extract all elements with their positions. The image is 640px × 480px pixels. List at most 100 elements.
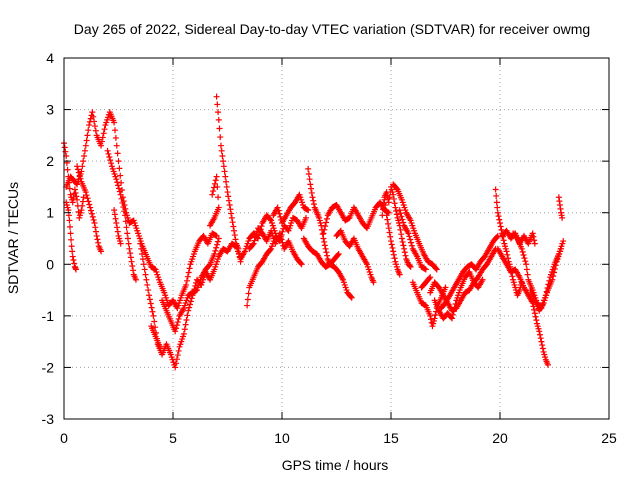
data-point — [432, 265, 439, 272]
data-point — [224, 189, 231, 196]
data-point — [125, 240, 132, 247]
data-point — [306, 176, 313, 183]
data-point — [64, 166, 71, 173]
data-point — [112, 134, 119, 141]
data-point — [213, 173, 220, 180]
data-point — [121, 208, 128, 215]
data-point — [69, 248, 76, 255]
data-point — [214, 183, 221, 190]
data-point — [321, 242, 328, 249]
x-axis-label: GPS time / hours — [282, 457, 389, 473]
y-tick-label: -1 — [42, 308, 55, 324]
data-point — [251, 237, 258, 244]
data-point — [323, 249, 330, 256]
data-point — [92, 228, 99, 235]
data-point — [184, 273, 191, 280]
y-tick-label: 4 — [46, 50, 54, 66]
data-point — [560, 238, 567, 245]
data-point — [95, 239, 102, 246]
data-point — [393, 211, 400, 218]
data-point — [523, 261, 530, 268]
x-tick-label: 20 — [492, 430, 508, 446]
data-point — [494, 204, 501, 211]
data-point — [113, 142, 120, 149]
data-point — [320, 235, 327, 242]
data-point — [385, 199, 392, 206]
data-point — [148, 304, 155, 311]
data-point — [74, 163, 81, 170]
data-point — [449, 311, 456, 318]
data-point — [236, 254, 243, 261]
data-point — [69, 199, 76, 206]
data-point — [143, 276, 150, 283]
data-point — [244, 296, 251, 303]
data-point — [138, 245, 145, 252]
data-point — [94, 236, 101, 243]
data-point — [111, 207, 118, 214]
data-point — [397, 210, 404, 217]
data-point — [406, 233, 413, 240]
data-point — [76, 172, 83, 179]
data-point — [207, 222, 214, 229]
data-point — [386, 194, 393, 201]
x-tick-label: 0 — [60, 430, 68, 446]
data-point — [173, 322, 180, 329]
data-point — [433, 266, 440, 273]
data-point — [112, 215, 119, 222]
data-point — [305, 165, 312, 172]
data-point — [115, 185, 122, 192]
data-point — [137, 240, 144, 247]
data-point — [498, 226, 505, 233]
data-point — [267, 246, 274, 253]
data-point — [385, 220, 392, 227]
data-point — [115, 182, 122, 189]
data-point — [174, 352, 181, 359]
data-point — [73, 193, 80, 200]
data-point — [452, 300, 459, 307]
data-point — [538, 338, 545, 345]
data-point — [334, 252, 341, 259]
data-point — [277, 213, 284, 220]
data-point — [124, 235, 131, 242]
data-point — [156, 343, 163, 350]
data-point — [111, 211, 118, 218]
data-point — [322, 245, 329, 252]
y-tick-label: -3 — [42, 411, 55, 427]
data-point — [187, 298, 194, 305]
data-point — [86, 122, 93, 129]
data-point — [222, 173, 229, 180]
data-point — [298, 261, 305, 268]
data-point — [74, 166, 81, 173]
data-point — [228, 210, 235, 217]
data-point — [173, 325, 180, 332]
data-point — [253, 231, 260, 238]
data-point — [100, 130, 107, 137]
data-point — [250, 240, 257, 247]
y-axis-ticks: -3 -2 -1 0 1 2 3 4 — [42, 50, 609, 427]
data-point — [230, 223, 237, 230]
data-point — [223, 178, 230, 185]
data-point — [113, 176, 120, 183]
data-point — [533, 317, 540, 324]
data-point — [391, 200, 398, 207]
data-point — [382, 207, 389, 214]
data-point — [182, 321, 189, 328]
data-point — [117, 172, 124, 179]
data-point — [235, 245, 242, 252]
data-point — [72, 266, 79, 273]
data-point — [427, 274, 434, 281]
data-point — [65, 212, 72, 219]
data-point — [398, 235, 405, 242]
data-point — [532, 313, 539, 320]
data-point — [492, 186, 499, 193]
data-point — [236, 250, 243, 257]
data-point — [184, 312, 191, 319]
data-point — [225, 197, 232, 204]
data-point — [99, 134, 106, 141]
data-point — [79, 198, 86, 205]
x-tick-label: 10 — [274, 430, 290, 446]
data-point — [495, 213, 502, 220]
data-point — [530, 233, 537, 240]
data-point — [400, 219, 407, 226]
data-point — [225, 193, 232, 200]
